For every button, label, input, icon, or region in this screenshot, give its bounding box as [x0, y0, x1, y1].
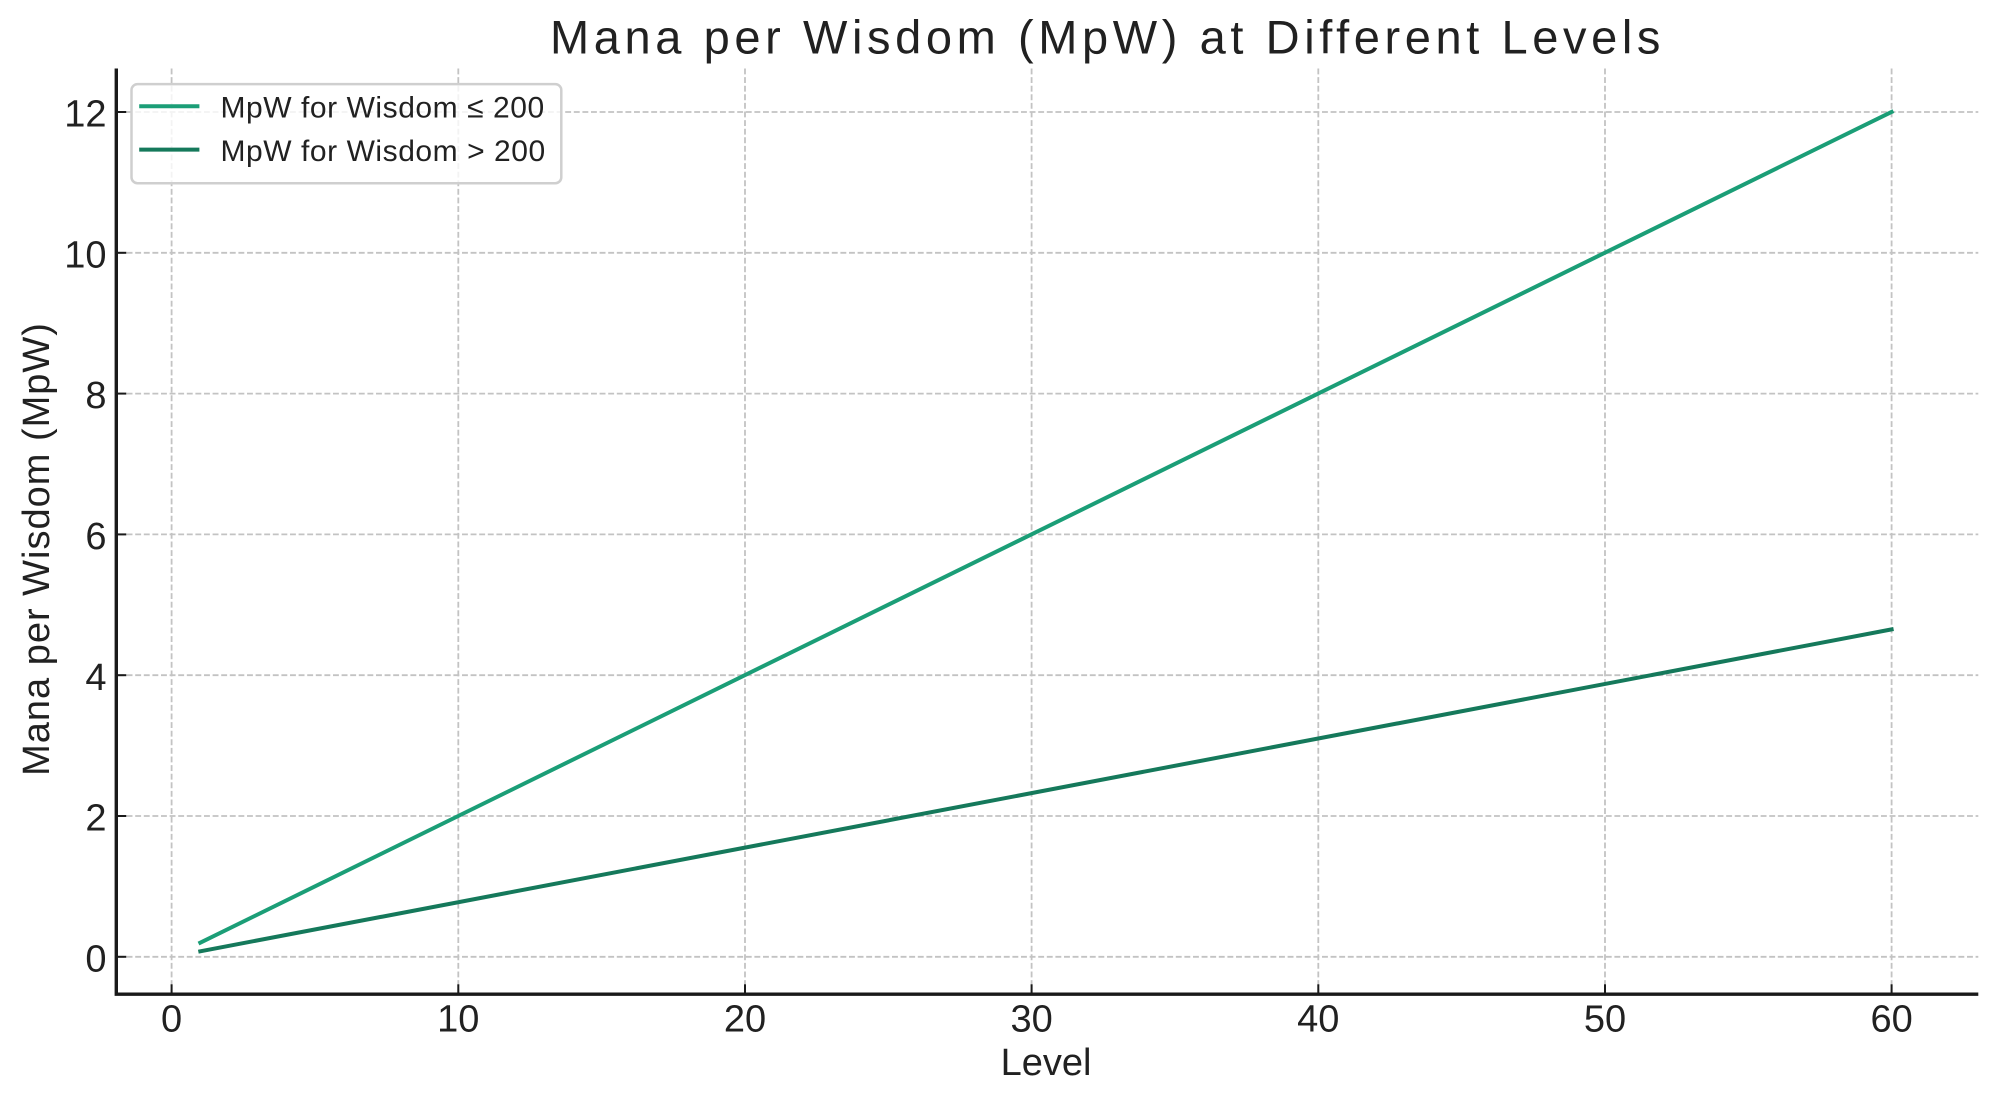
svg-text:8: 8 [85, 375, 106, 417]
svg-text:0: 0 [161, 999, 182, 1041]
svg-text:60: 60 [1870, 999, 1912, 1041]
svg-text:50: 50 [1584, 999, 1626, 1041]
svg-text:6: 6 [85, 516, 106, 558]
svg-text:2: 2 [85, 798, 106, 840]
svg-text:0: 0 [85, 938, 106, 980]
svg-text:10: 10 [437, 999, 479, 1041]
svg-text:30: 30 [1010, 999, 1052, 1041]
svg-text:MpW for Wisdom > 200: MpW for Wisdom > 200 [221, 135, 546, 168]
svg-text:Mana per Wisdom (MpW) at Diffe: Mana per Wisdom (MpW) at Different Level… [550, 11, 1665, 64]
svg-text:40: 40 [1297, 999, 1339, 1041]
svg-text:12: 12 [64, 94, 106, 136]
svg-text:MpW for Wisdom ≤ 200: MpW for Wisdom ≤ 200 [221, 92, 545, 125]
svg-text:Mana per Wisdom (MpW): Mana per Wisdom (MpW) [16, 322, 58, 776]
svg-text:20: 20 [724, 999, 766, 1041]
svg-text:Level: Level [1001, 1042, 1092, 1084]
svg-text:4: 4 [85, 657, 106, 699]
svg-text:10: 10 [64, 234, 106, 276]
